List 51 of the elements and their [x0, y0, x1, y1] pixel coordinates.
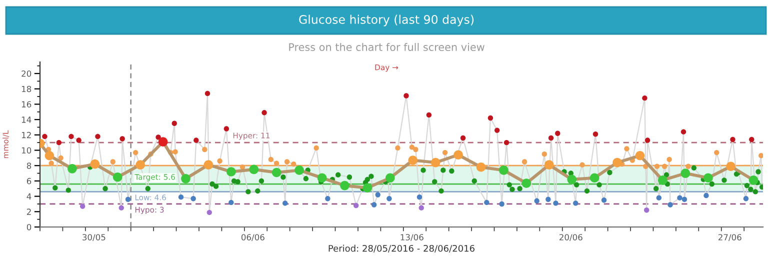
point [748, 176, 758, 185]
x-tick-label: 20/06 [559, 234, 582, 242]
point [635, 150, 645, 160]
point [680, 168, 690, 178]
point [476, 162, 486, 172]
point [181, 174, 190, 184]
y-tick-label: 20 [22, 70, 32, 77]
y-tick-label: 16 [22, 101, 32, 108]
point [340, 180, 350, 190]
point [590, 173, 600, 183]
point [522, 178, 532, 188]
y-tick-label: 12 [22, 132, 31, 138]
point [454, 150, 463, 160]
point [226, 167, 236, 176]
point [612, 158, 622, 168]
chart-title: Glucose history (last 90 days) [299, 14, 474, 26]
y-tick-label: 14 [22, 116, 32, 123]
point [249, 164, 259, 174]
x-axis-title: Period: 28/05/2016 - 28/06/2016 [328, 244, 474, 252]
y-tick-label: 2 [26, 208, 31, 215]
point [430, 158, 440, 168]
x-tick-label: 06/06 [241, 234, 264, 242]
y-tick-label: 0 [26, 224, 32, 230]
point [499, 166, 508, 175]
x-tick-label: 13/06 [400, 234, 424, 242]
point [90, 159, 100, 169]
point [294, 166, 304, 175]
point [567, 174, 576, 184]
point [112, 172, 122, 182]
point [703, 173, 713, 183]
point [68, 164, 77, 174]
point [362, 183, 372, 193]
x-tick-label: 30/05 [82, 234, 106, 242]
point [317, 173, 327, 183]
y-tick-label: 4 [26, 193, 32, 200]
point [204, 160, 214, 170]
point [44, 150, 54, 160]
point [158, 137, 168, 146]
y-tick-label: 18 [22, 86, 32, 92]
point [544, 160, 554, 170]
y-tick-label: 8 [26, 162, 32, 169]
point [136, 160, 145, 170]
chart-subtitle: Press on the chart for full screen view [289, 42, 484, 52]
point [385, 173, 395, 183]
point [726, 162, 736, 172]
point [408, 156, 418, 165]
point [272, 168, 282, 178]
y-tick-label: 10 [22, 147, 32, 154]
x-tick-label: 27/06 [718, 234, 742, 242]
point [658, 176, 668, 185]
y-tick-label: 6 [26, 178, 32, 184]
